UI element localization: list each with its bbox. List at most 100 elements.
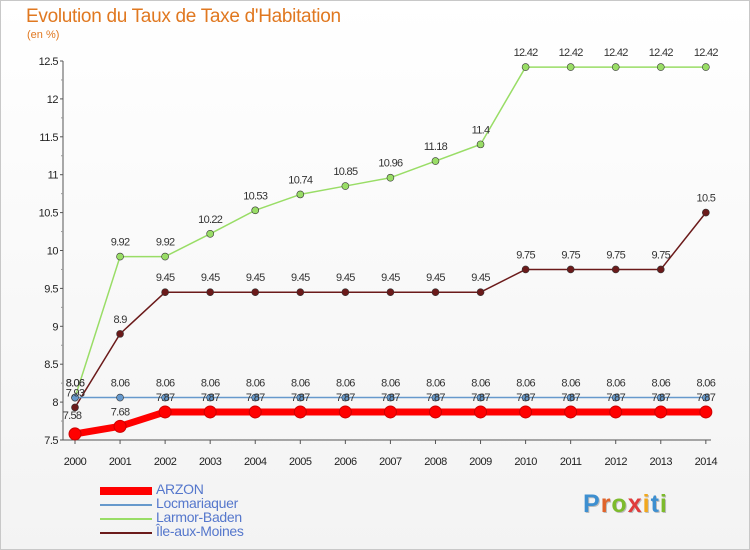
data-label: 10.74 (288, 174, 313, 186)
data-label: 7.87 (156, 392, 175, 404)
x-tick-label: 2011 (560, 456, 582, 468)
data-point-1 (341, 393, 350, 402)
x-tick-label: 2001 (109, 456, 132, 468)
data-label-layer: 7.58 7.68 7.87 7.87 7.87 7.87 7.87 7.87 7.87 7.87… (63, 47, 719, 422)
y-tick-label: 11 (48, 170, 59, 182)
data-label: 9.92 (156, 237, 175, 249)
data-point-2 (656, 63, 665, 71)
data-label: 8.06 (156, 378, 175, 390)
y-tick-label: 9.5 (44, 283, 58, 295)
y-tick-label: 10.5 (39, 208, 59, 220)
data-point-0 (248, 405, 262, 419)
x-tick-label: 2012 (604, 456, 627, 468)
data-point-1 (161, 393, 169, 402)
logo-letter: P (583, 490, 601, 518)
data-label: 9.45 (291, 272, 310, 284)
data-point-2 (476, 140, 485, 149)
data-point-0 (428, 405, 442, 419)
series-line-2 (74, 66, 707, 399)
data-point-0 (654, 405, 668, 419)
data-label: 12.42 (649, 47, 674, 59)
data-point-2 (386, 173, 395, 182)
data-point-2 (611, 63, 620, 71)
data-point-0 (338, 405, 352, 419)
legend-label: Larmor-Baden (156, 509, 242, 525)
data-point-0 (293, 405, 307, 419)
data-label: 7.87 (246, 392, 265, 404)
data-point-2 (206, 230, 214, 238)
data-label: 9.45 (246, 272, 265, 284)
logo-letter: r (600, 490, 612, 518)
y-tick-label: 7.5 (44, 435, 58, 447)
data-label: 7.87 (381, 392, 400, 404)
data-label: 7.58 (63, 410, 82, 422)
data-label: 7.87 (651, 392, 670, 404)
x-tick-label: 2010 (514, 456, 537, 468)
data-point-3 (206, 288, 214, 296)
series-layer (68, 63, 713, 441)
data-label: 9.75 (651, 249, 670, 261)
data-label: 9.75 (606, 249, 625, 261)
data-point-3 (161, 288, 169, 296)
data-point-3 (702, 208, 710, 217)
data-point-2 (296, 190, 305, 199)
data-label: 8.06 (697, 378, 716, 390)
legend-swatch (100, 532, 152, 534)
data-point-1 (206, 393, 214, 402)
legend-label: Locmariaquer (156, 495, 238, 511)
data-label: 8.06 (606, 378, 625, 390)
data-point-0 (68, 427, 82, 441)
y-tick-label: 10 (47, 246, 59, 258)
data-point-0 (699, 405, 713, 419)
data-label: 9.45 (156, 272, 175, 284)
data-point-0 (383, 405, 397, 419)
data-point-0 (113, 419, 127, 433)
data-label: 12.42 (694, 47, 719, 59)
data-point-0 (158, 405, 172, 419)
data-label: 9.45 (336, 272, 355, 284)
data-label: 10.53 (243, 190, 268, 202)
logo-letter: o (611, 490, 628, 518)
data-label: 9.45 (471, 272, 490, 284)
logo-letter: i (659, 490, 668, 518)
x-tick-label: 2007 (379, 456, 402, 468)
data-point-1 (386, 393, 395, 402)
legend-swatch (100, 487, 152, 495)
data-label: 9.45 (426, 272, 445, 284)
data-label: 8.06 (516, 378, 535, 390)
data-label: 8.9 (113, 314, 127, 326)
data-label: 7.87 (561, 392, 580, 404)
data-label: 11.18 (424, 141, 448, 153)
y-tick-label: 11.5 (39, 132, 58, 144)
legend-swatch (100, 518, 152, 520)
data-label: 12.42 (559, 47, 584, 59)
data-label: 7.93 (66, 387, 85, 399)
data-label: 10.5 (697, 193, 716, 205)
data-label: 7.87 (697, 392, 716, 404)
data-label: 11.4 (472, 124, 490, 136)
data-point-0 (203, 405, 217, 419)
data-label: 9.75 (561, 249, 580, 261)
data-point-0 (609, 405, 623, 419)
data-label: 10.85 (333, 166, 358, 178)
data-point-2 (161, 252, 169, 261)
y-tick-label: 9 (52, 321, 58, 333)
y-tick-label: 8 (52, 397, 58, 409)
x-tick-label: 2002 (154, 456, 177, 468)
data-point-3 (116, 330, 124, 338)
proxiti-logo: Proxiti (583, 490, 668, 519)
data-point-3 (566, 265, 575, 274)
data-point-0 (564, 405, 578, 419)
data-point-3 (386, 288, 395, 296)
data-point-1 (566, 393, 575, 402)
x-tick-label: 2006 (334, 456, 357, 468)
data-point-2 (251, 206, 260, 215)
data-label: 8.06 (651, 378, 670, 390)
data-label: 8.06 (426, 378, 445, 390)
data-label: 10.22 (198, 214, 223, 226)
data-point-1 (116, 393, 124, 402)
data-label: 7.87 (201, 392, 220, 404)
x-tick-label: 2014 (695, 456, 718, 468)
data-point-2 (116, 252, 124, 261)
